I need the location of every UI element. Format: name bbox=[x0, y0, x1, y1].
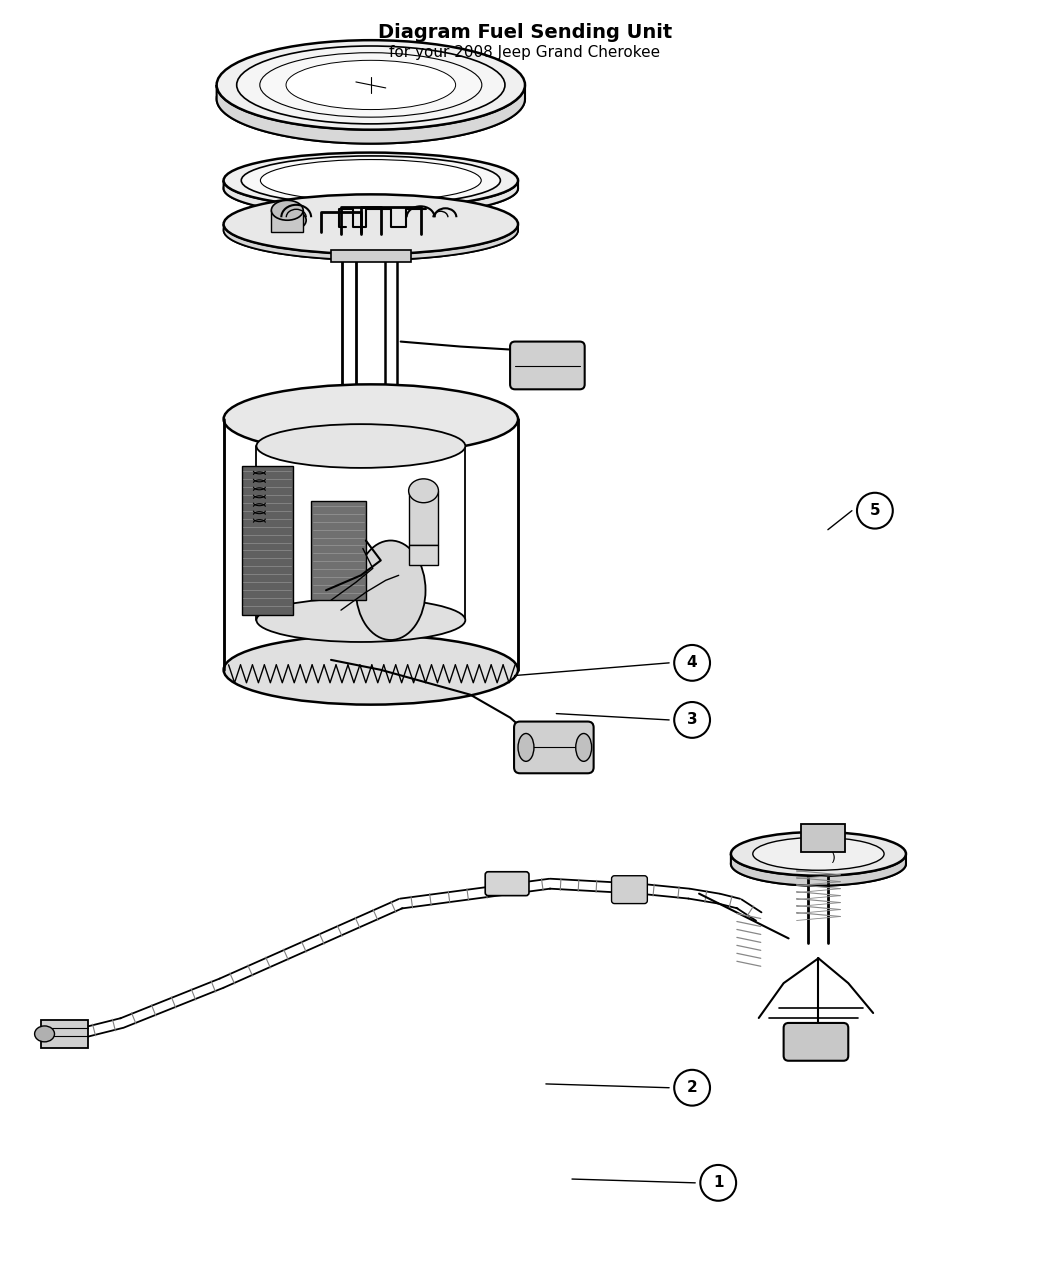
Text: for your 2008 Jeep Grand Cherokee: for your 2008 Jeep Grand Cherokee bbox=[390, 45, 660, 60]
Circle shape bbox=[857, 492, 892, 529]
Ellipse shape bbox=[256, 425, 465, 468]
Text: 2: 2 bbox=[687, 1080, 697, 1095]
Bar bbox=[331, 250, 411, 261]
FancyBboxPatch shape bbox=[783, 1023, 848, 1061]
Text: Diagram Fuel Sending Unit: Diagram Fuel Sending Unit bbox=[378, 23, 672, 42]
Bar bbox=[408, 546, 439, 565]
Bar bbox=[41, 1020, 88, 1048]
Text: 1: 1 bbox=[713, 1176, 723, 1191]
FancyBboxPatch shape bbox=[510, 342, 585, 389]
Bar bbox=[224, 419, 518, 669]
Ellipse shape bbox=[224, 635, 518, 705]
Ellipse shape bbox=[271, 200, 303, 221]
Ellipse shape bbox=[256, 598, 465, 643]
Text: 4: 4 bbox=[687, 655, 697, 671]
Ellipse shape bbox=[224, 161, 518, 217]
Ellipse shape bbox=[242, 156, 501, 205]
Ellipse shape bbox=[224, 200, 518, 260]
Ellipse shape bbox=[216, 41, 525, 130]
FancyBboxPatch shape bbox=[514, 722, 593, 773]
Text: 3: 3 bbox=[687, 713, 697, 728]
Ellipse shape bbox=[518, 733, 534, 761]
Ellipse shape bbox=[356, 541, 425, 640]
Ellipse shape bbox=[259, 52, 482, 117]
Ellipse shape bbox=[35, 1026, 55, 1042]
Ellipse shape bbox=[224, 194, 518, 254]
Text: 5: 5 bbox=[869, 504, 880, 518]
Bar bbox=[800, 824, 845, 852]
FancyBboxPatch shape bbox=[485, 872, 529, 895]
Ellipse shape bbox=[286, 60, 456, 110]
Ellipse shape bbox=[260, 159, 481, 201]
Ellipse shape bbox=[575, 733, 591, 761]
Bar bbox=[271, 210, 303, 232]
Polygon shape bbox=[224, 181, 518, 217]
Ellipse shape bbox=[731, 833, 906, 876]
Ellipse shape bbox=[224, 384, 518, 454]
Ellipse shape bbox=[753, 838, 884, 871]
Ellipse shape bbox=[408, 479, 439, 502]
Polygon shape bbox=[224, 224, 518, 260]
Ellipse shape bbox=[731, 842, 906, 886]
Ellipse shape bbox=[276, 210, 307, 231]
Polygon shape bbox=[731, 854, 906, 886]
Circle shape bbox=[674, 645, 710, 681]
Polygon shape bbox=[216, 85, 525, 144]
FancyBboxPatch shape bbox=[611, 876, 648, 904]
Ellipse shape bbox=[216, 54, 525, 144]
Circle shape bbox=[674, 1070, 710, 1105]
Bar bbox=[242, 465, 293, 615]
Ellipse shape bbox=[224, 153, 518, 208]
Circle shape bbox=[700, 1165, 736, 1201]
Ellipse shape bbox=[236, 46, 505, 124]
Text: ): ) bbox=[831, 852, 836, 866]
Bar bbox=[311, 501, 365, 601]
Bar bbox=[408, 491, 439, 546]
Circle shape bbox=[674, 703, 710, 738]
